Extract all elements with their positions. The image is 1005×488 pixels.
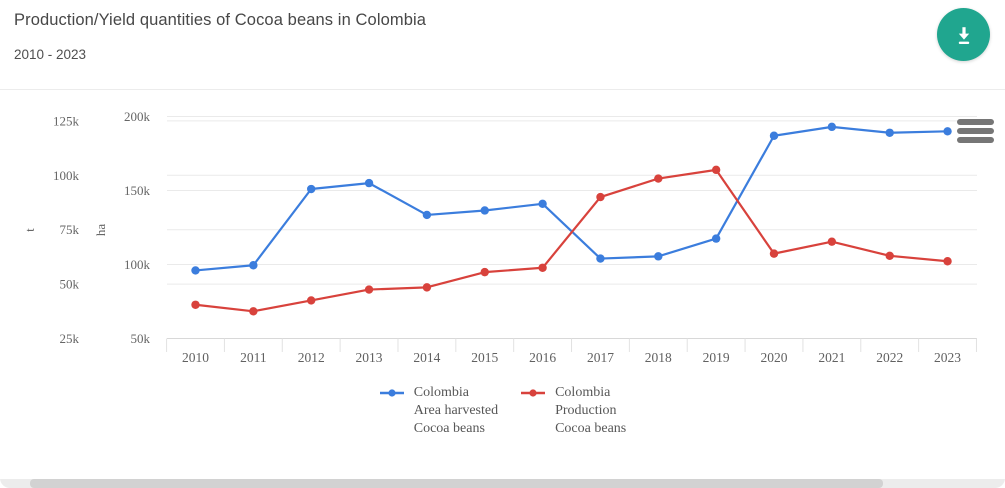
gridlines-left_ha [167,116,977,265]
y-tick-label: 100k [124,257,151,272]
data-point[interactable] [885,251,894,261]
data-point[interactable] [596,192,605,202]
chart-menu-button[interactable] [957,119,994,143]
data-point[interactable] [596,254,605,263]
x-tick-label: 2020 [761,350,788,365]
data-point[interactable] [191,266,200,275]
x-axis: 2010 2011 2012 2013 2014 2015 2016 2017 2018 2019… [166,338,977,365]
axis-labels-left_t: 25k 50k 75k 100k 125k [53,113,80,346]
x-tick-label: 2010 [182,350,209,365]
horizontal-scrollbar-track[interactable] [0,479,1005,488]
data-point[interactable] [711,234,721,243]
data-point[interactable] [249,261,258,270]
legend-marker-icon [379,389,404,397]
data-point[interactable] [769,249,779,258]
chart-area: 25k 50k 75k 100k 125k t 50k 100k 150k 200k ha 2010 2… [0,90,1005,460]
data-point[interactable] [422,210,432,220]
hamburger-menu-icon [957,137,994,143]
data-point[interactable] [654,252,663,261]
legend-item[interactable]: Colombia Production Cocoa beans [520,384,626,438]
data-point[interactable] [538,199,547,209]
x-tick-label: 2023 [934,350,961,365]
chart-header: Production/Yield quantities of Cocoa bea… [0,0,1005,89]
data-point[interactable] [422,283,432,292]
x-tick-label: 2014 [413,350,440,365]
x-tick-label: 2017 [587,350,614,365]
data-point[interactable] [711,165,721,175]
data-point[interactable] [654,174,663,183]
hamburger-menu-icon [957,119,994,125]
legend-label: Colombia Production Cocoa beans [555,385,627,436]
data-point[interactable] [249,307,258,316]
data-point[interactable] [827,122,837,132]
x-tick-label: 2015 [471,350,498,365]
series-line [195,125,948,272]
page-title: Production/Yield quantities of Cocoa bea… [14,11,427,29]
legend-item[interactable]: Colombia Area harvested Cocoa beans [379,384,498,438]
data-point[interactable] [191,300,200,309]
data-point[interactable] [885,128,894,137]
data-point[interactable] [827,237,837,246]
legend-marker-icon [521,389,546,397]
y-tick-label: 200k [124,109,151,124]
x-tick-label: 2018 [645,350,672,365]
series-ha [191,122,952,275]
y-tick-label: 100k [53,168,80,183]
download-button[interactable] [937,8,990,61]
data-point[interactable] [943,257,952,266]
y-axis-title-left_t: t [22,228,37,232]
y-tick-label: 50k [131,331,151,346]
data-point[interactable] [307,184,316,194]
y-axis-title-left_ha: ha [93,224,108,237]
gridlines-left_t [167,120,977,285]
x-tick-label: 2021 [818,350,845,365]
data-point[interactable] [480,267,489,277]
data-point[interactable] [480,206,489,215]
data-point[interactable] [364,178,374,188]
hamburger-menu-icon [957,128,994,134]
data-point[interactable] [307,296,316,305]
data-point[interactable] [943,127,952,136]
data-point[interactable] [538,263,547,272]
x-tick-label: 2019 [703,350,730,365]
chart-legend: Colombia Area harvested Cocoa beans Colombi… [0,384,1005,438]
series-t [191,165,952,316]
series-line [195,168,948,313]
download-icon [958,26,969,44]
y-tick-label: 75k [60,222,80,237]
y-tick-label: 150k [124,183,151,198]
horizontal-scrollbar-thumb[interactable] [30,479,883,488]
data-point[interactable] [364,285,374,294]
x-tick-label: 2016 [529,350,556,365]
data-point[interactable] [769,131,779,140]
x-tick-label: 2022 [876,350,903,365]
y-tick-label: 125k [53,113,80,128]
x-tick-label: 2012 [298,350,325,365]
x-tick-label: 2011 [240,350,267,365]
x-tick-label: 2013 [356,350,383,365]
y-tick-label: 25k [60,331,80,346]
page-subtitle: 2010 - 2023 [14,47,87,62]
legend-label: Colombia Area harvested Cocoa beans [413,385,499,436]
axis-labels-left_ha: 50k 100k 150k 200k [124,109,151,346]
y-tick-label: 50k [60,277,80,292]
